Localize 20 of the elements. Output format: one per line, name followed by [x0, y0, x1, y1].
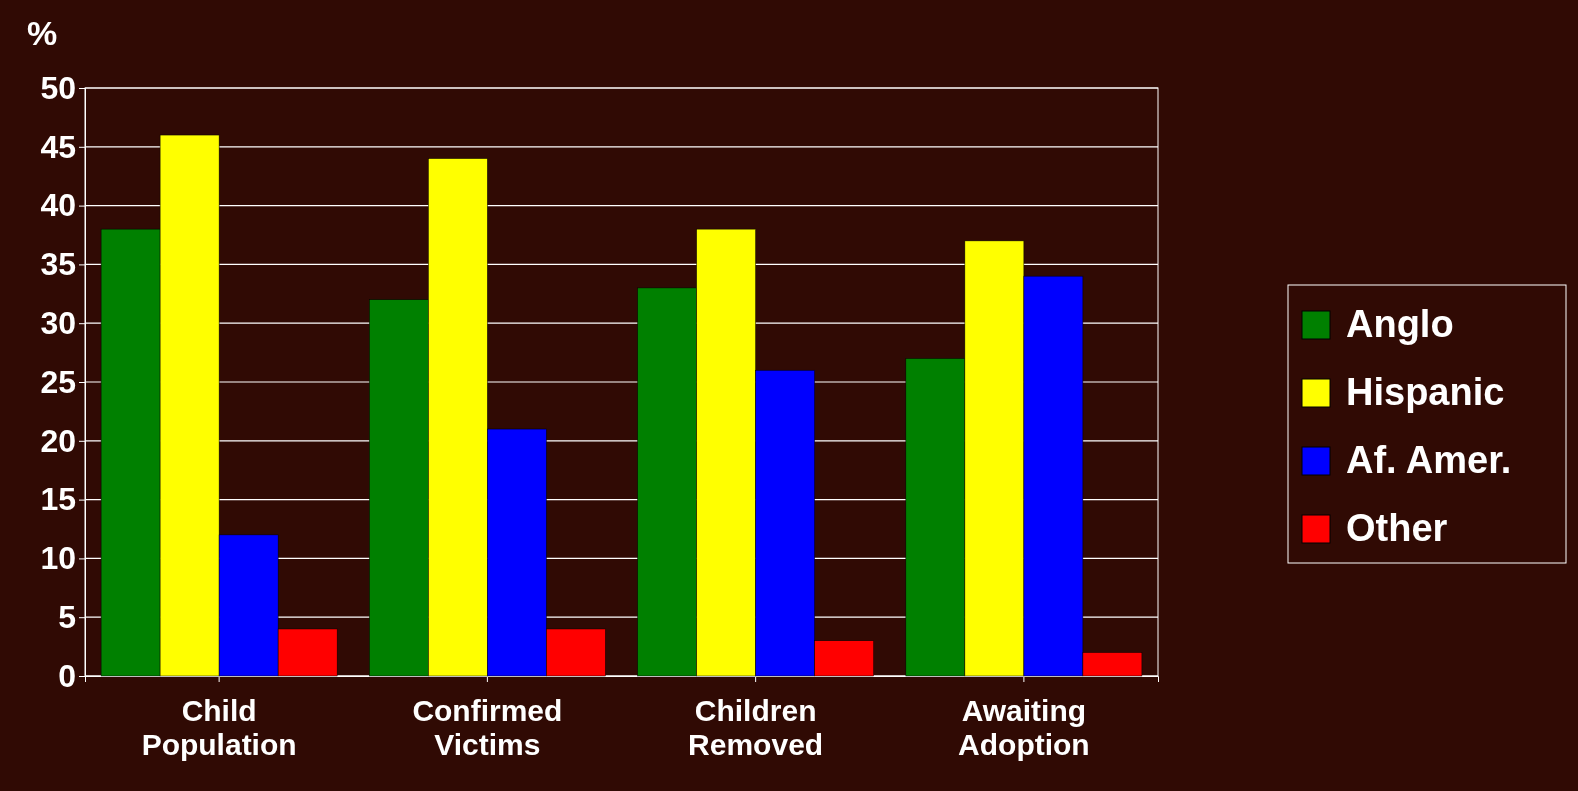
y-tick-label: 0 [58, 657, 76, 694]
x-tick-label: Awaiting Adoption [958, 694, 1090, 761]
y-tick-label: 10 [40, 540, 76, 577]
y-tick-label: 35 [40, 246, 76, 283]
y-tick-label: 50 [40, 69, 76, 106]
legend-label: Other [1346, 507, 1448, 549]
y-tick-label: 25 [40, 363, 76, 400]
y-tick-label: 30 [40, 304, 76, 341]
legend-label: Af. Amer. [1346, 439, 1512, 481]
y-tick-label: 5 [58, 598, 76, 635]
x-tick-label: Confirmed Victims [412, 694, 563, 761]
x-tick-label: Children Removed [688, 694, 824, 761]
x-tick-label: Child Population [141, 694, 297, 761]
legend-label: Hispanic [1346, 371, 1505, 413]
y-tick-label: 15 [40, 481, 76, 518]
y-tick-label: 20 [40, 422, 76, 459]
y-axis-title: % [26, 14, 58, 52]
y-tick-label: 45 [40, 128, 76, 165]
y-tick-label: 40 [40, 187, 76, 224]
legend-label: Anglo [1346, 303, 1454, 345]
